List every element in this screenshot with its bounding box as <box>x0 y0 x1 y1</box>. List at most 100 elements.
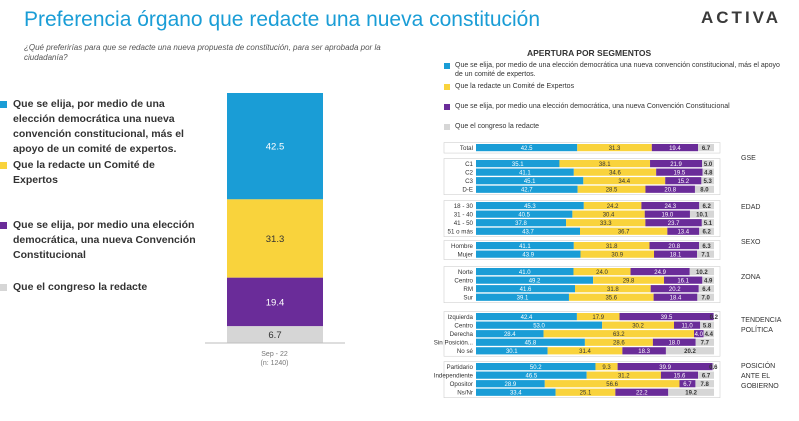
column-segment-3 <box>227 277 323 327</box>
segment-value-label: 28.6 <box>613 341 625 347</box>
column-value-label: 42.5 <box>266 142 285 153</box>
segment-value-label: 30.2 <box>632 323 644 329</box>
segment-value-label: 23.7 <box>668 221 680 227</box>
segment-value-label: 20.2 <box>669 287 681 293</box>
segment-group-frame <box>443 311 721 357</box>
segment-bar-part-4 <box>698 371 714 379</box>
segment-bar-part-3 <box>679 380 696 388</box>
segment-bar-part-3 <box>660 371 699 379</box>
segment-bar-part-2 <box>586 371 661 379</box>
segment-value-label: 30.1 <box>506 349 518 355</box>
segment-bar-part-1 <box>476 168 574 176</box>
segment-value-label: 19.0 <box>662 212 674 218</box>
segment-value-label: 20.2 <box>684 349 696 355</box>
segment-value-label: 6.7 <box>702 373 711 379</box>
segment-bar-part-1 <box>476 250 581 258</box>
segment-bar-part-2 <box>544 380 680 388</box>
segment-row-label: C2 <box>465 170 473 177</box>
segment-row-label: Sur <box>463 295 473 302</box>
legend-swatch-purple <box>444 104 450 110</box>
segment-value-label: 36.7 <box>618 230 630 236</box>
legend-label: Que se elija, por medio una elección dem… <box>13 219 196 261</box>
segment-bar-part-2 <box>559 160 651 168</box>
segment-value-label: 0.2 <box>710 315 719 321</box>
segment-value-label: 63.2 <box>613 332 625 338</box>
segment-bar-part-1 <box>476 227 581 235</box>
column-segment-4 <box>227 326 323 343</box>
legend-swatch-grey <box>0 284 7 291</box>
segment-bar-part-3 <box>630 268 690 276</box>
segment-group-frame <box>443 200 721 238</box>
segment-bar-part-4 <box>702 168 714 176</box>
segment-bar-part-1 <box>476 321 603 329</box>
legend-label: Que el congreso la redacte <box>13 281 148 293</box>
segment-bar-part-2 <box>572 210 645 218</box>
column-segment-2 <box>227 199 323 278</box>
segment-group-label: ZONA <box>741 274 761 281</box>
segment-bar-part-2 <box>583 202 642 210</box>
segment-value-label: 29.8 <box>623 278 635 284</box>
segment-bar-part-3 <box>694 330 704 338</box>
segment-value-label: 6.7 <box>702 146 711 152</box>
segment-row-label: Hombre <box>451 243 474 250</box>
segment-bar-part-2 <box>573 168 657 176</box>
segment-bar-part-2 <box>595 363 618 371</box>
segment-bar-part-2 <box>577 185 646 193</box>
page-title: Preferencia órgano que redacte una nueva… <box>24 8 541 31</box>
segment-value-label: 31.2 <box>618 373 630 379</box>
page-subtitle: ¿Qué preferirías para que se redacte una… <box>24 43 381 62</box>
segment-value-label: 25.1 <box>580 391 592 397</box>
segment-bar-part-1 <box>476 144 578 152</box>
segment-value-label: 39.5 <box>661 315 673 321</box>
segment-bar-part-2 <box>566 219 646 227</box>
segment-bar-part-1 <box>476 347 548 355</box>
segment-value-label: 40.5 <box>518 212 530 218</box>
segment-bar-part-3 <box>652 338 696 346</box>
segment-row-label: Independiente <box>434 373 474 380</box>
segment-value-label: 5.1 <box>704 221 713 227</box>
segment-value-label: 45.8 <box>525 341 537 347</box>
segment-row-label: Partidario <box>447 364 474 371</box>
segment-value-label: 20.8 <box>668 244 680 250</box>
segment-value-label: 41.1 <box>519 244 531 250</box>
segment-value-label: 16.1 <box>677 278 689 284</box>
segment-bar-part-1 <box>476 313 577 321</box>
column-value-label: 19.4 <box>266 297 285 308</box>
segment-value-label: 15.2 <box>677 179 689 185</box>
segment-group-label: POLÍTICA <box>741 325 773 334</box>
segment-bar-part-4 <box>702 160 714 168</box>
segment-value-label: 10.2 <box>696 270 708 276</box>
segment-bar-part-4 <box>695 338 714 346</box>
segment-bar-part-1 <box>476 202 584 210</box>
segment-value-label: 28.9 <box>505 382 517 388</box>
segment-value-label: 5.8 <box>703 323 712 329</box>
segment-bar-part-3 <box>645 185 695 193</box>
segment-value-label: 7.7 <box>701 341 710 347</box>
segment-bar-part-2 <box>580 250 655 258</box>
segment-bar-part-4 <box>702 276 714 284</box>
segment-group-frame <box>443 361 721 399</box>
segment-value-label: 18.3 <box>638 349 650 355</box>
segment-value-label: 5.3 <box>704 179 713 185</box>
segment-value-label: 4.8 <box>704 170 713 176</box>
segment-bar-part-3 <box>645 219 702 227</box>
segment-bar-part-2 <box>568 293 654 301</box>
segment-value-label: 39.1 <box>517 296 529 302</box>
segment-row-label: Centro <box>454 278 473 285</box>
segment-group-frame <box>443 266 721 304</box>
segment-bar-part-4 <box>699 227 714 235</box>
segment-bar-part-4 <box>695 380 714 388</box>
segment-bar-part-3 <box>664 276 703 284</box>
segment-value-label: 35.1 <box>512 162 524 168</box>
segment-bar-part-3 <box>653 293 698 301</box>
segment-group-label: EDAD <box>741 204 760 211</box>
segment-group-label: GOBIERNO <box>741 383 779 390</box>
segment-value-label: 45.3 <box>524 204 536 210</box>
segment-row-label: Centro <box>454 323 473 330</box>
segments-legend-label: Que se elija, por medio de una elección … <box>455 62 780 78</box>
segment-row-label: Derecha <box>450 331 474 338</box>
segment-bar-part-3 <box>650 160 703 168</box>
segment-value-label: 11.0 <box>681 323 693 329</box>
segment-bar-part-3 <box>615 388 669 396</box>
segment-value-label: 13.4 <box>677 230 689 236</box>
